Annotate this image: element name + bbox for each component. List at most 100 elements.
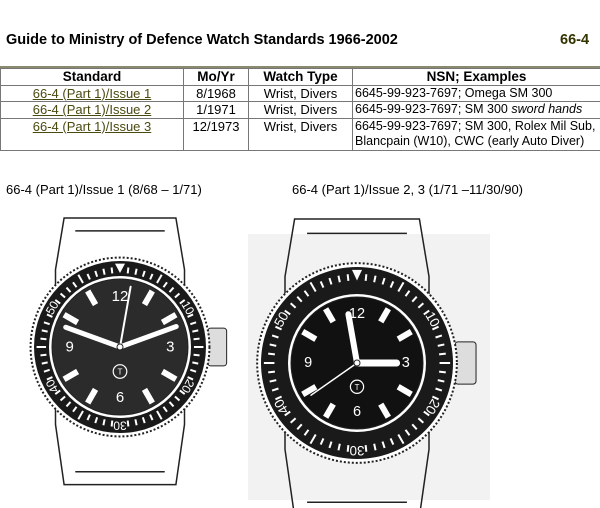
bezel-tick: [319, 281, 325, 288]
standard-link[interactable]: 66-4 (Part 1)/Issue 2: [32, 102, 152, 117]
bezel-tick: [126, 420, 130, 427]
bezel-tick: [41, 361, 48, 365]
bezel-numeral: 10: [422, 309, 442, 329]
hour-marker: [62, 368, 80, 382]
bezel-tick: [59, 292, 66, 299]
bezel-tick: [269, 343, 277, 347]
hand-pivot: [353, 359, 361, 367]
bezel-tick: [190, 368, 197, 373]
hour-marker: [85, 387, 99, 405]
bezel-numeral: 30: [350, 443, 365, 458]
bezel-tick: [193, 337, 200, 341]
bezel-tick: [54, 299, 61, 305]
bezel-tick: [187, 313, 194, 318]
bezel-tick: [179, 299, 186, 305]
bezel-tick: [149, 273, 154, 280]
hour-marker: [396, 329, 413, 342]
bezel-tick: [156, 410, 163, 420]
bezel-tick: [162, 406, 168, 413]
bezel-tick: [65, 286, 72, 293]
watch-hand: [310, 362, 358, 396]
standard-code: 66-4: [560, 32, 590, 48]
bezel-tick: [289, 302, 297, 309]
hand-pivot: [116, 343, 124, 351]
tritium-logo-circle: [112, 364, 128, 379]
col-nsn: NSN; Examples: [352, 68, 600, 86]
table-row: 66-4 (Part 1)/Issue 3 12/1973 Wrist, Div…: [0, 117, 600, 151]
bezel-tick: [141, 270, 146, 277]
bezel-tick: [319, 438, 325, 445]
bezel-tick: [328, 277, 333, 285]
bezel-tick: [423, 309, 430, 316]
bezel-tick: [168, 286, 175, 293]
bezel-tick: [102, 268, 106, 275]
bezel-tick: [275, 395, 282, 401]
bezel-tick: [190, 321, 197, 326]
bezel-tick: [86, 273, 91, 280]
date-cell: 12/1973: [183, 117, 249, 151]
bezel-tick: [46, 313, 53, 318]
dial-numeral: 3: [402, 355, 410, 371]
bezel-tick: [192, 361, 199, 365]
bezel-tick: [174, 395, 181, 402]
bezel-numeral: 30: [113, 418, 127, 432]
table-row: 66-4 (Part 1)/Issue 2 1/1971 Wrist, Dive…: [0, 101, 600, 119]
bezel-tick: [397, 281, 405, 293]
hour-marker: [323, 402, 336, 419]
watch-hand: [345, 311, 360, 366]
nsn-cell: 6645-99-923-7697; SM 300 sword hands: [352, 101, 600, 119]
figure-caption-1: 66-4 (Part 1)/Issue 1 (8/68 – 1/71): [6, 182, 202, 197]
bezel-tick: [303, 290, 310, 297]
standard-link[interactable]: 66-4 (Part 1)/Issue 1: [32, 85, 152, 101]
bezel-tick: [268, 370, 275, 374]
bezel-triangle: [352, 269, 362, 281]
bezel-tick: [269, 379, 277, 383]
watch-issue-1: 10 20 30 40 50 12 3 6 9 T: [29, 217, 228, 486]
bezel-tick: [141, 417, 146, 424]
bezel-tick: [134, 419, 138, 426]
bezel-tick: [40, 337, 47, 341]
hour-marker: [301, 329, 318, 342]
bezel-tick: [110, 267, 114, 274]
bezel-tick: [156, 274, 163, 284]
bezel-tick: [346, 445, 350, 452]
bezel-tick: [174, 292, 181, 299]
bezel-tick: [94, 417, 99, 424]
bezel-tick: [65, 401, 72, 408]
bezel-tick: [193, 353, 200, 357]
bezel-tick: [309, 281, 317, 293]
bezel-tick: [439, 370, 446, 374]
bezel-tick: [179, 389, 186, 395]
standards-table: Standard Mo/Yr Watch Type NSN; Examples …: [0, 68, 600, 151]
bezel-tick: [435, 387, 443, 392]
bezel-tick: [389, 438, 395, 445]
col-date: Mo/Yr: [183, 68, 249, 86]
bezel-tick: [432, 395, 439, 401]
bezel-tick: [309, 433, 317, 445]
dial-numeral: 3: [166, 339, 174, 356]
bezel-numeral: 20: [422, 396, 442, 416]
bezel-tick: [389, 281, 395, 288]
bezel-tick: [435, 334, 443, 339]
standard-link[interactable]: 66-4 (Part 1)/Issue 3: [32, 118, 152, 134]
bezel-tick: [437, 379, 445, 383]
bezel-triangle: [115, 263, 125, 274]
bezel-tick: [411, 295, 418, 303]
bezel-tick: [54, 389, 61, 395]
bezel-tick: [423, 410, 430, 417]
hour-marker: [62, 312, 80, 326]
watch-hand: [63, 324, 123, 350]
bezel-tick: [404, 429, 411, 436]
bezel-tick: [77, 410, 84, 420]
bezel-tick: [72, 406, 78, 413]
hour-marker: [141, 387, 155, 405]
bezel-tick: [271, 334, 279, 339]
crown: [454, 341, 477, 385]
bezel-tick: [86, 414, 91, 421]
bezel-tick: [268, 352, 275, 356]
bezel-tick: [149, 414, 154, 421]
bezel-tick: [77, 274, 84, 284]
hour-marker: [141, 289, 155, 307]
tritium-logo: T: [355, 383, 360, 392]
bezel-tick: [296, 295, 303, 303]
